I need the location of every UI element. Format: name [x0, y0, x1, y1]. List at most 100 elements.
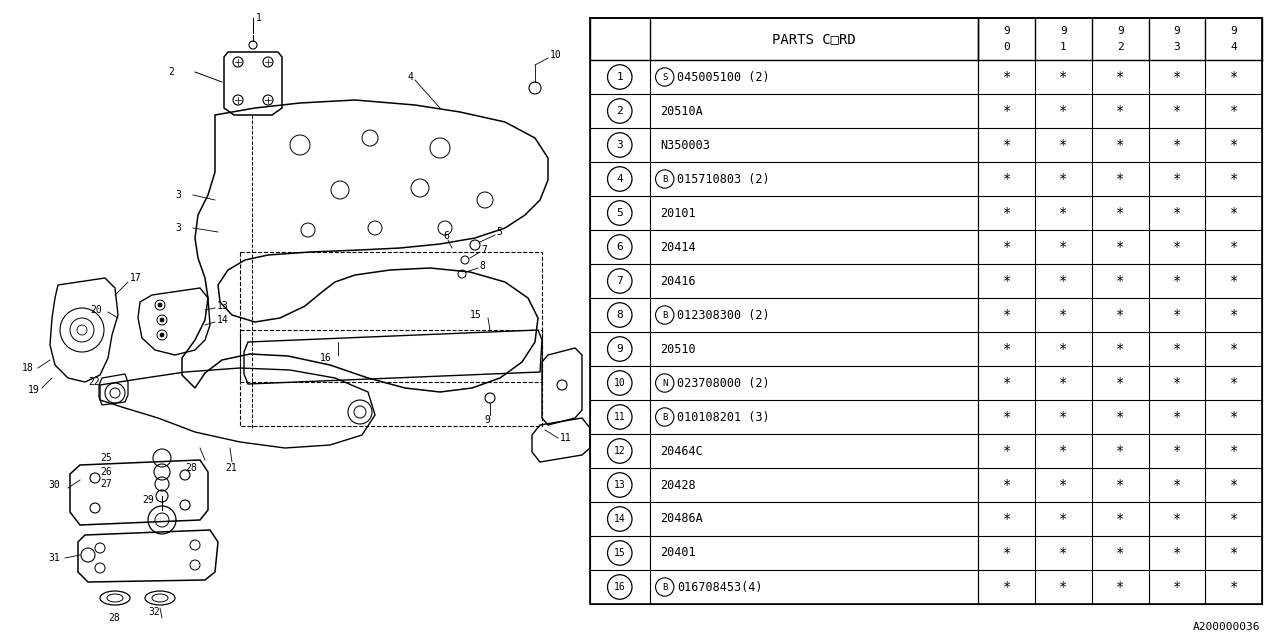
Text: 9: 9 — [1060, 26, 1068, 36]
Text: 32: 32 — [148, 607, 160, 617]
Text: 9: 9 — [1004, 26, 1010, 36]
Text: 31: 31 — [49, 553, 60, 563]
Text: *: * — [1116, 138, 1124, 152]
Text: *: * — [1230, 206, 1238, 220]
Text: *: * — [1116, 240, 1124, 254]
Text: *: * — [1116, 70, 1124, 84]
Text: *: * — [1230, 580, 1238, 594]
Text: 30: 30 — [49, 480, 60, 490]
Text: *: * — [1060, 274, 1068, 288]
Text: 20416: 20416 — [660, 275, 696, 287]
Text: 7: 7 — [481, 245, 486, 255]
Text: *: * — [1230, 376, 1238, 390]
Text: 16: 16 — [614, 582, 626, 592]
Text: 9: 9 — [617, 344, 623, 354]
Text: 20414: 20414 — [660, 241, 696, 253]
Text: 20486A: 20486A — [660, 513, 703, 525]
Text: 20401: 20401 — [660, 547, 696, 559]
Text: 9: 9 — [1174, 26, 1180, 36]
Text: *: * — [1060, 342, 1068, 356]
Text: 28: 28 — [108, 613, 120, 623]
Text: 9: 9 — [1117, 26, 1124, 36]
Bar — [241, 252, 541, 382]
Text: 0: 0 — [1004, 42, 1010, 52]
Text: *: * — [1172, 580, 1181, 594]
Text: *: * — [1172, 410, 1181, 424]
Text: A200000036: A200000036 — [1193, 622, 1260, 632]
Text: PARTS C□RD: PARTS C□RD — [772, 32, 856, 46]
Text: *: * — [1230, 138, 1238, 152]
Text: *: * — [1230, 444, 1238, 458]
Text: 13: 13 — [218, 301, 229, 311]
Text: 12: 12 — [614, 446, 626, 456]
Text: *: * — [1002, 546, 1011, 560]
Text: *: * — [1002, 70, 1011, 84]
Text: *: * — [1116, 172, 1124, 186]
Text: *: * — [1002, 342, 1011, 356]
Text: 26: 26 — [100, 467, 111, 477]
Text: *: * — [1002, 172, 1011, 186]
Text: 28: 28 — [186, 463, 197, 473]
Text: 20101: 20101 — [660, 207, 696, 220]
Text: *: * — [1230, 274, 1238, 288]
Text: *: * — [1060, 376, 1068, 390]
Text: *: * — [1230, 70, 1238, 84]
Text: *: * — [1172, 478, 1181, 492]
Text: *: * — [1060, 512, 1068, 526]
Text: *: * — [1002, 444, 1011, 458]
Text: 6: 6 — [617, 242, 623, 252]
Text: 1: 1 — [1060, 42, 1068, 52]
Text: *: * — [1172, 546, 1181, 560]
Text: B: B — [662, 413, 667, 422]
Text: *: * — [1060, 580, 1068, 594]
Text: 22: 22 — [88, 377, 100, 387]
Text: *: * — [1116, 206, 1124, 220]
Text: *: * — [1172, 240, 1181, 254]
Text: 1: 1 — [256, 13, 262, 23]
Text: *: * — [1002, 410, 1011, 424]
Text: *: * — [1172, 70, 1181, 84]
Text: *: * — [1060, 444, 1068, 458]
Text: 5: 5 — [617, 208, 623, 218]
Text: *: * — [1002, 240, 1011, 254]
Text: B: B — [662, 582, 667, 591]
Text: *: * — [1172, 172, 1181, 186]
Text: *: * — [1002, 104, 1011, 118]
Text: 4: 4 — [408, 72, 413, 82]
Text: *: * — [1230, 172, 1238, 186]
Text: *: * — [1230, 512, 1238, 526]
Text: *: * — [1116, 274, 1124, 288]
Text: *: * — [1172, 342, 1181, 356]
Text: 27: 27 — [100, 479, 111, 489]
Text: 023708000 (2): 023708000 (2) — [677, 376, 769, 390]
Text: 9: 9 — [484, 415, 490, 425]
Text: 29: 29 — [142, 495, 154, 505]
Text: *: * — [1116, 104, 1124, 118]
Text: 18: 18 — [22, 363, 33, 373]
Text: *: * — [1060, 206, 1068, 220]
Text: 20428: 20428 — [660, 479, 696, 492]
Text: *: * — [1230, 342, 1238, 356]
Circle shape — [160, 318, 164, 322]
Text: 20: 20 — [90, 305, 101, 315]
Text: *: * — [1172, 376, 1181, 390]
Text: *: * — [1002, 206, 1011, 220]
Text: 4: 4 — [617, 174, 623, 184]
Text: *: * — [1002, 376, 1011, 390]
Text: 015710803 (2): 015710803 (2) — [677, 173, 769, 186]
Text: *: * — [1230, 104, 1238, 118]
Text: 17: 17 — [131, 273, 142, 283]
Text: 20464C: 20464C — [660, 445, 703, 458]
Text: *: * — [1002, 138, 1011, 152]
Text: *: * — [1002, 580, 1011, 594]
Text: 10: 10 — [550, 50, 562, 60]
Text: 2: 2 — [617, 106, 623, 116]
Text: *: * — [1172, 512, 1181, 526]
Text: 3: 3 — [617, 140, 623, 150]
Text: 19: 19 — [28, 385, 40, 395]
Text: 5: 5 — [497, 227, 502, 237]
Text: *: * — [1060, 410, 1068, 424]
Text: 14: 14 — [614, 514, 626, 524]
Text: N: N — [662, 378, 667, 387]
Text: 25: 25 — [100, 453, 111, 463]
